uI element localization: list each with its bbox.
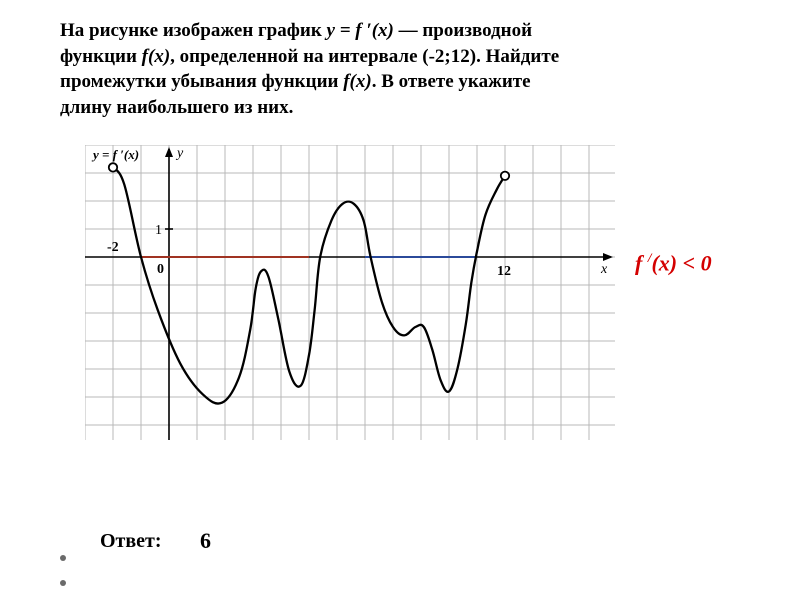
answer-label: Ответ: [100,530,162,553]
svg-text:x: x [600,262,608,277]
answer-value: 6 [200,528,211,554]
text: длину наибольшего из них. [60,97,293,118]
svg-text:y = f ′(x): y = f ′(x) [91,147,139,162]
svg-text:12: 12 [497,264,511,279]
svg-text:y: y [175,146,184,161]
svg-text:1: 1 [155,223,162,238]
slide-bullet [60,555,66,561]
text: функции [60,46,142,67]
svg-text:-2: -2 [107,240,119,255]
condition-annotation: f /(x) < 0 [635,250,712,276]
annotation-rest: (x) < 0 [651,250,711,275]
formula: y = f ′(x) [327,20,394,41]
svg-text:0: 0 [157,262,164,277]
text: промежутки убывания функции [60,71,343,92]
formula: f(x) [343,71,371,92]
derivative-chart: -2 1 0 12 x y y = f ′(x) [85,145,615,440]
text: На рисунке изображен график [60,20,327,41]
formula: f(x) [142,46,170,67]
text: — производной [394,20,532,41]
problem-statement: На рисунке изображен график y = f ′(x) —… [60,18,740,121]
annotation-f: f [635,250,648,275]
slide-bullet [60,580,66,586]
chart-svg: -2 1 0 12 x y y = f ′(x) [85,145,615,440]
text: . В ответе укажите [372,71,531,92]
text: , определенной на интервале (-2;12). Най… [170,46,559,67]
